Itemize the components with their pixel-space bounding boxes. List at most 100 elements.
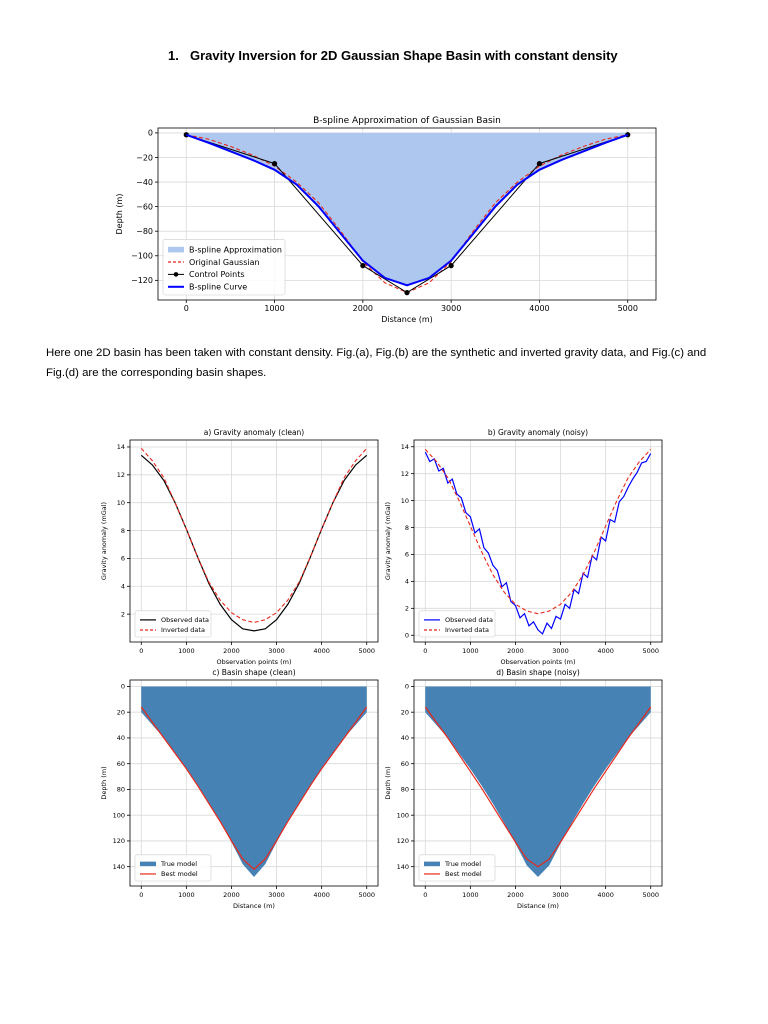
series-line [424,706,652,868]
legend-label: B-spline Curve [189,283,247,292]
chart-title: c) Basin shape (clean) [212,668,295,677]
y-tick-label: 6 [121,555,125,563]
x-axis-label: Observation points (m) [216,658,291,666]
series-fill [425,686,651,877]
control-point [404,290,410,296]
legend-label: Observed data [445,616,493,624]
legend-marker [173,272,179,277]
y-tick-label: 0 [405,683,409,691]
y-tick-label: 80 [401,786,409,794]
plot-frame [413,439,663,643]
x-tick-label: 0 [139,647,143,655]
y-axis-label: Gravity anomaly (mGal) [384,502,392,580]
y-tick-label: −40 [136,178,153,187]
body-paragraph: Here one 2D basin has been taken with co… [46,347,707,379]
x-tick-label: 0 [423,891,427,899]
legend: Observed data Inverted data [418,610,496,638]
plot-frame [157,127,657,301]
x-axis-label: Distance (m) [381,315,433,324]
control-point [536,161,543,167]
y-axis-label: Depth (m) [100,766,108,799]
x-tick-label: 4000 [597,647,614,655]
y-tick-label: 40 [117,734,125,742]
y-tick-label: 10 [401,497,409,505]
plot-area [424,686,652,877]
x-tick-label: 2000 [353,304,373,313]
x-tick-label: 0 [184,304,189,313]
basin-noisy-chart: 0 1000 2000 3000 4000 5000 0 20 40 60 80 100 120 140 d… [384,668,663,910]
x-tick-label: 5000 [642,647,659,655]
y-tick-label: 60 [401,760,409,768]
x-tick-label: 3000 [268,647,285,655]
legend-swatch [140,861,156,867]
x-tick-label: 2000 [507,891,524,899]
x-tick-label: 2000 [223,647,240,655]
y-tick-label: 80 [117,786,125,794]
x-tick-label: 1000 [264,304,284,313]
y-axis-label: Depth (m) [115,194,124,235]
plot-area [140,686,368,877]
y-tick-label: 12 [117,471,125,479]
gravity-clean-chart: 0 1000 2000 3000 4000 5000 2 4 6 8 10 12 14 a) Gravit… [100,428,379,666]
legend-label: Control Points [189,270,245,279]
y-tick-label: 120 [113,837,125,845]
x-axis-label: Distance (m) [517,902,559,910]
y-tick-label: 20 [117,708,125,716]
x-tick-label: 4000 [529,304,549,313]
x-tick-label: 3000 [552,891,569,899]
legend-label: True model [444,860,481,868]
x-tick-label: 3000 [441,304,461,313]
y-tick-label: −60 [136,202,153,211]
series-line [140,454,368,632]
plot-area [140,448,368,632]
chart-title: B-spline Approximation of Gaussian Basin [313,116,501,126]
x-tick-label: 0 [139,891,143,899]
y-tick-label: 8 [405,524,409,532]
x-tick-label: 5000 [642,891,659,899]
legend: True model Best model [134,854,212,882]
x-tick-label: 1000 [178,891,195,899]
y-tick-label: −80 [136,227,153,236]
y-tick-label: 2 [121,610,125,618]
x-tick-label: 1000 [178,647,195,655]
gravity-noisy-chart: 0 1000 2000 3000 4000 5000 0 2 4 6 8 10 12 14 b) Gravi… [384,428,663,666]
y-axis-label: Depth (m) [384,766,392,799]
legend-label: Best model [445,870,482,878]
y-tick-label: 140 [113,863,125,871]
section-title: Gravity Inversion for 2D Gaussian Shape … [190,48,618,63]
x-tick-label: 1000 [462,647,479,655]
x-tick-label: 5000 [358,647,375,655]
y-tick-label: 120 [397,837,409,845]
legend: B-spline Approximation Original Gaussian C… [162,239,286,296]
legend-box [134,610,212,638]
control-point [448,263,454,269]
y-tick-label: −20 [136,153,153,162]
x-tick-label: 5000 [358,891,375,899]
legend: True model Best model [418,854,496,882]
series-dashed-line [140,448,368,624]
x-tick-label: 0 [423,647,427,655]
y-tick-label: 14 [117,443,125,451]
section-heading: 1. Gravity Inversion for 2D Gaussian Shap… [168,48,618,63]
legend: Observed data Inverted data [134,610,212,638]
x-tick-label: 5000 [618,304,638,313]
y-tick-label: 0 [148,129,153,138]
plot-frame [129,679,379,887]
y-tick-label: 0 [405,632,409,640]
x-tick-label: 3000 [552,647,569,655]
basin-clean-chart: 0 1000 2000 3000 4000 5000 0 20 40 60 80 100 120 140 c… [100,668,379,910]
y-tick-label: 60 [117,760,125,768]
x-tick-label: 2000 [507,647,524,655]
y-tick-label: 0 [121,683,125,691]
series-line [185,133,629,287]
legend-label: Inverted data [161,626,205,634]
series-line [424,451,652,635]
legend-swatch [424,861,440,867]
y-tick-label: 6 [405,551,409,559]
legend-box [418,610,496,638]
y-tick-label: −120 [131,276,153,285]
plot-frame [129,439,379,643]
series-fill [186,132,628,286]
y-tick-label: 140 [397,863,409,871]
section-number: 1. [168,48,179,63]
